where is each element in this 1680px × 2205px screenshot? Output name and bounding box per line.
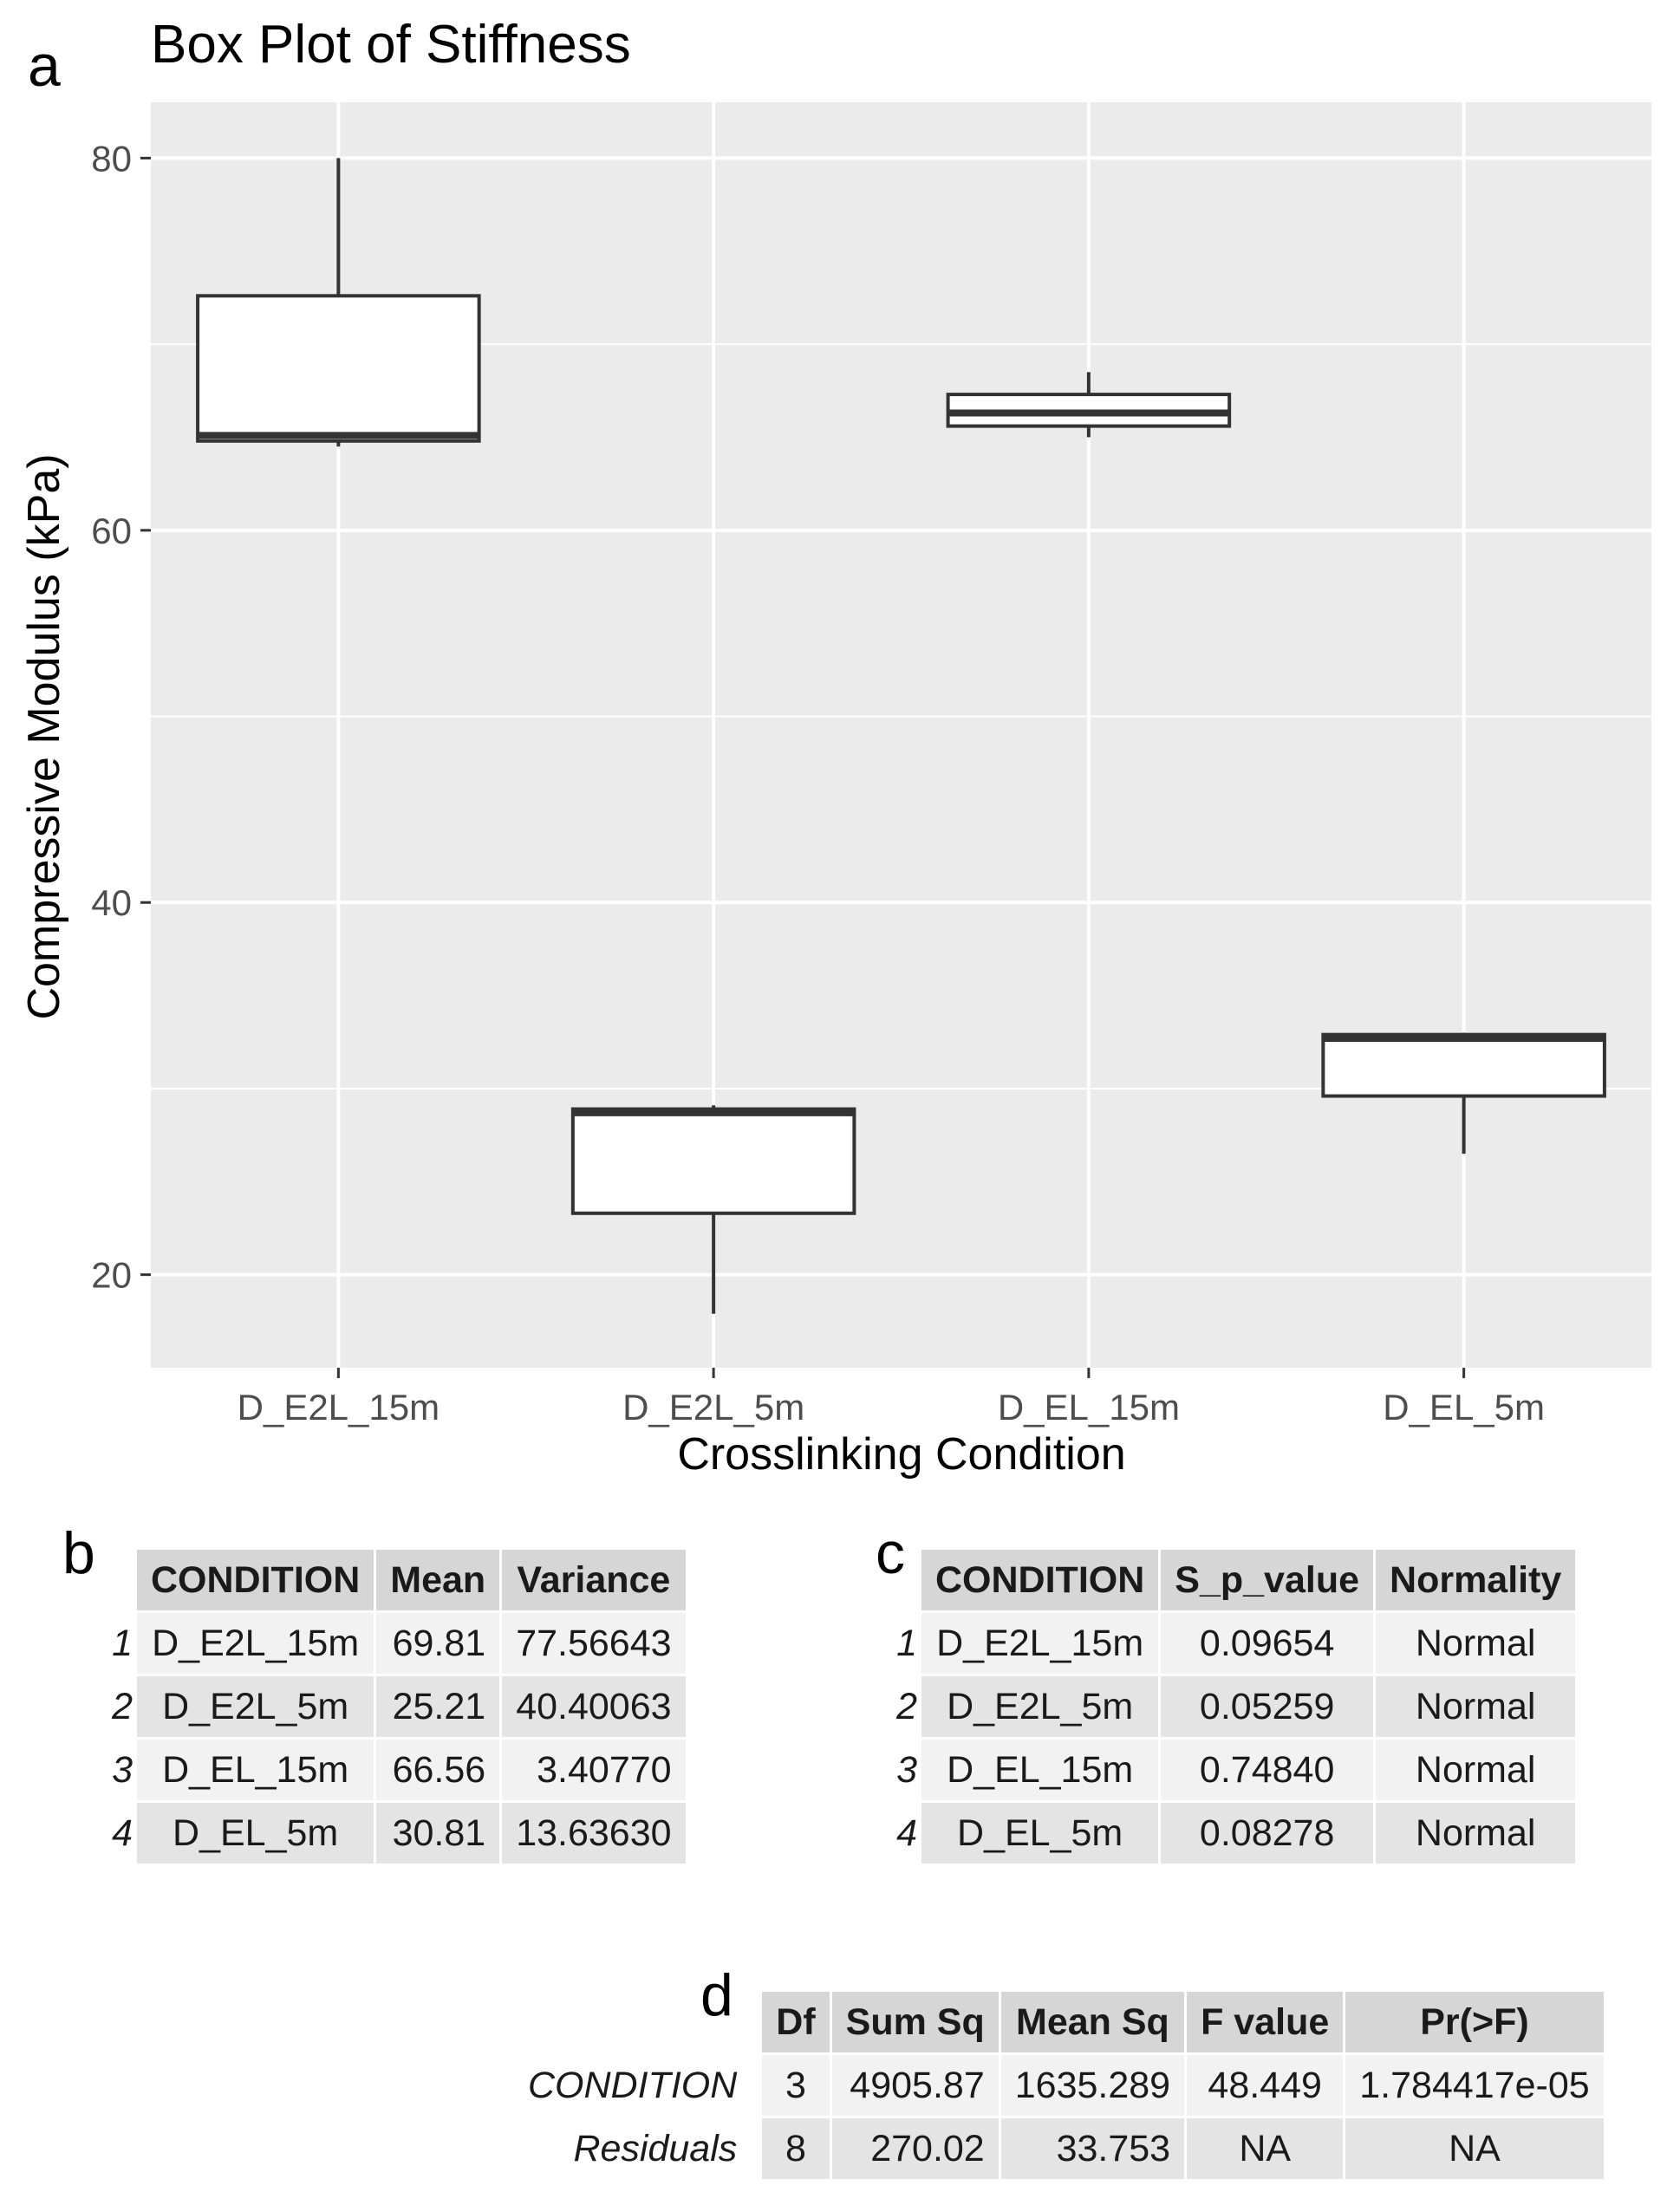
table-row: 3 D_EL_15m 66.56 3.40770 [107,1740,686,1800]
table-header-row: CONDITION Mean Variance [107,1550,686,1610]
normality-cell: Normal [1376,1803,1576,1864]
table-row: 4 D_EL_5m 30.81 13.63630 [107,1803,686,1864]
mean-cell: 66.56 [376,1740,500,1800]
variance-cell: 77.56643 [502,1613,686,1674]
condition-cell: D_E2L_5m [921,1676,1159,1737]
x-tick-label: D_EL_15m [998,1387,1180,1428]
row-index: 1 [896,1622,917,1664]
panel-label-d: d [700,1962,733,2028]
column-header: S_p_value [1161,1550,1374,1610]
p-value-cell: NA [1345,2118,1604,2179]
p-value-cell: 1.784417e-05 [1345,2055,1604,2116]
row-index: 2 [896,1685,917,1727]
table-header-row: Df Sum Sq Mean Sq F value Pr(>F) [514,1992,1604,2052]
condition-cell: D_EL_5m [137,1803,374,1864]
condition-cell: D_EL_15m [921,1740,1159,1800]
panel-label-b: b [62,1520,95,1586]
table-row: 3 D_EL_15m 0.74840 Normal [891,1740,1576,1800]
normality-cell: Normal [1376,1613,1576,1674]
mean-cell: 25.21 [376,1676,500,1737]
box-plot-chart: Box Plot of Stiffness 20 40 60 80 D_E2L_15m D… [19,15,1651,1480]
column-header: Df [762,1992,830,2052]
column-header: F value [1187,1992,1344,2052]
box-layer [196,158,1606,1314]
f-value-cell: 48.449 [1187,2055,1344,2116]
table-row: 2 D_E2L_5m 0.05259 Normal [891,1676,1576,1737]
y-tick-label: 20 [91,1255,132,1296]
meansq-cell: 1635.289 [1000,2055,1185,2116]
index-header [891,1550,919,1610]
row-index: 4 [896,1811,917,1854]
x-tick-label: D_E2L_5m [622,1387,804,1428]
table-row: 1 D_E2L_15m 0.09654 Normal [891,1613,1576,1674]
row-index: 4 [112,1811,133,1854]
normality-cell: Normal [1376,1740,1576,1800]
df-cell: 8 [762,2118,830,2179]
rowname-header [514,1992,759,2052]
row-index: 2 [112,1685,133,1727]
p-value-cell: 0.08278 [1161,1803,1374,1864]
f-value-cell: NA [1187,2118,1344,2179]
condition-cell: D_E2L_15m [921,1613,1159,1674]
chart-title: Box Plot of Stiffness [151,15,631,75]
variance-cell: 3.40770 [502,1740,686,1800]
column-header: CONDITION [137,1550,374,1610]
x-tick-label: D_E2L_15m [238,1387,440,1428]
mean-cell: 69.81 [376,1613,500,1674]
column-header: Pr(>F) [1345,1992,1604,2052]
column-header: CONDITION [921,1550,1159,1610]
row-name: Residuals [573,2127,738,2169]
condition-cell: D_EL_15m [137,1740,374,1800]
y-tick-label: 40 [91,882,132,923]
row-index: 1 [112,1622,133,1664]
mean-cell: 30.81 [376,1803,500,1864]
p-value-cell: 0.05259 [1161,1676,1374,1737]
y-axis-title: Compressive Modulus (kPa) [19,453,69,1019]
index-header [107,1550,134,1610]
axis-layer: 20 40 60 80 D_E2L_15m D_E2L_5m D_EL_15m D_EL_5m [91,138,1545,1428]
sumsq-cell: 270.02 [831,2118,999,2179]
normality-test-table: CONDITION S_p_value Normality 1 D_E2L_15… [889,1547,1578,1866]
x-tick-label: D_EL_5m [1383,1387,1545,1428]
box-D_E2L_5m [570,1107,856,1215]
row-index: 3 [112,1748,133,1791]
column-header: Sum Sq [831,1992,999,2052]
y-tick-label: 80 [91,138,132,179]
meansq-cell: 33.753 [1000,2118,1185,2179]
summary-stats-table: CONDITION Mean Variance 1 D_E2L_15m 69.8… [104,1547,688,1866]
table-row: CONDITION 3 4905.87 1635.289 48.449 1.78… [514,2055,1604,2116]
panel-label-a: a [28,33,61,99]
p-value-cell: 0.74840 [1161,1740,1374,1800]
box-D_E2L_15m [196,294,481,443]
condition-cell: D_E2L_5m [137,1676,374,1737]
anova-table: Df Sum Sq Mean Sq F value Pr(>F) CONDITI… [511,1989,1606,2182]
column-header: Variance [502,1550,686,1610]
table-header-row: CONDITION S_p_value Normality [891,1550,1576,1610]
panel-label-c: c [876,1520,905,1586]
x-axis-title: Crosslinking Condition [677,1429,1125,1480]
condition-cell: D_EL_5m [921,1803,1159,1864]
table-row: 4 D_EL_5m 0.08278 Normal [891,1803,1576,1864]
box-D_EL_5m [1321,1032,1606,1098]
sumsq-cell: 4905.87 [831,2055,999,2116]
y-tick-label: 60 [91,511,132,551]
column-header: Normality [1376,1550,1576,1610]
df-cell: 3 [762,2055,830,2116]
p-value-cell: 0.09654 [1161,1613,1374,1674]
condition-cell: D_E2L_15m [137,1613,374,1674]
column-header: Mean [376,1550,500,1610]
row-index: 3 [896,1748,917,1791]
table-row: 1 D_E2L_15m 69.81 77.56643 [107,1613,686,1674]
column-header: Mean Sq [1000,1992,1185,2052]
table-row: 2 D_E2L_5m 25.21 40.40063 [107,1676,686,1737]
plot-panel [151,102,1651,1368]
row-name: CONDITION [528,2064,738,2106]
variance-cell: 40.40063 [502,1676,686,1737]
table-row: Residuals 8 270.02 33.753 NA NA [514,2118,1604,2179]
normality-cell: Normal [1376,1676,1576,1737]
variance-cell: 13.63630 [502,1803,686,1864]
